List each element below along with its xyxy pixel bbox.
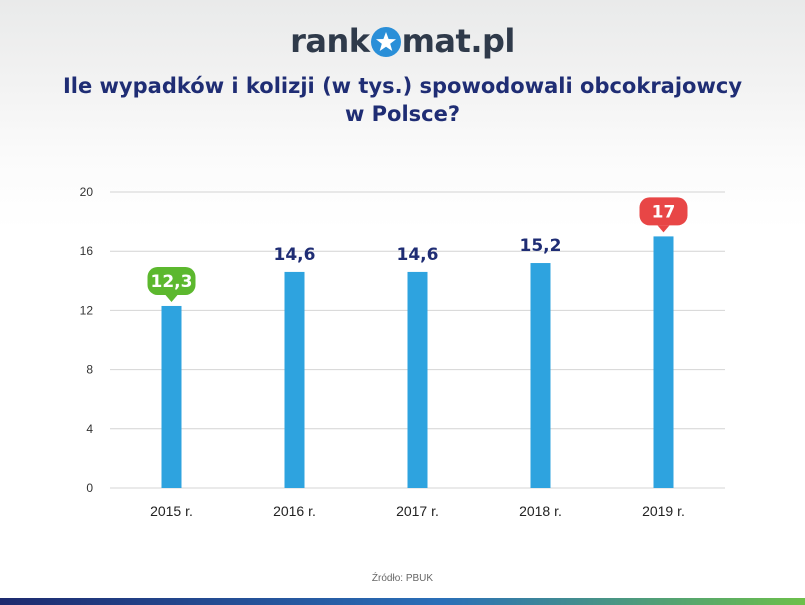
bar	[161, 305, 182, 488]
chart-title-line-2: w Polsce?	[344, 102, 461, 126]
x-tick-label: 2017 r.	[396, 503, 439, 519]
y-tick-label: 8	[86, 363, 93, 377]
value-badge-pointer	[165, 294, 178, 302]
x-tick-label: 2018 r.	[519, 503, 562, 519]
bar	[530, 263, 551, 488]
y-tick-label: 20	[80, 185, 94, 199]
bar	[407, 271, 428, 488]
x-tick-label: 2015 r.	[150, 503, 193, 519]
bar	[653, 236, 674, 488]
value-badge	[639, 197, 688, 226]
chart-title-line-1: Ile wypadków i kolizji (w tys.) spowodow…	[62, 74, 743, 98]
y-tick-label: 16	[80, 244, 94, 258]
x-tick-label: 2019 r.	[642, 503, 685, 519]
logo-text-left: rank	[290, 22, 370, 60]
y-tick-label: 12	[80, 303, 94, 317]
chart-title: Ile wypadków i kolizji (w tys.) spowodow…	[0, 72, 805, 128]
y-tick-label: 4	[86, 422, 93, 436]
brand-logo: rank mat.pl	[0, 22, 805, 60]
value-badge	[147, 266, 196, 295]
data-label: 17	[652, 202, 676, 222]
value-badge-pointer	[657, 225, 670, 233]
x-tick-label: 2016 r.	[273, 503, 316, 519]
data-label: 12,3	[151, 272, 193, 292]
source-note: Źródło: PBUK	[371, 573, 434, 584]
bar	[284, 271, 305, 488]
data-label: 14,6	[274, 245, 316, 265]
data-label: 14,6	[397, 245, 439, 265]
brand-bottom-bar	[0, 598, 805, 605]
data-label: 15,2	[520, 236, 562, 256]
y-tick-label: 0	[86, 481, 93, 495]
star-logo-icon	[370, 27, 401, 57]
logo-text-right: mat.pl	[401, 22, 516, 60]
